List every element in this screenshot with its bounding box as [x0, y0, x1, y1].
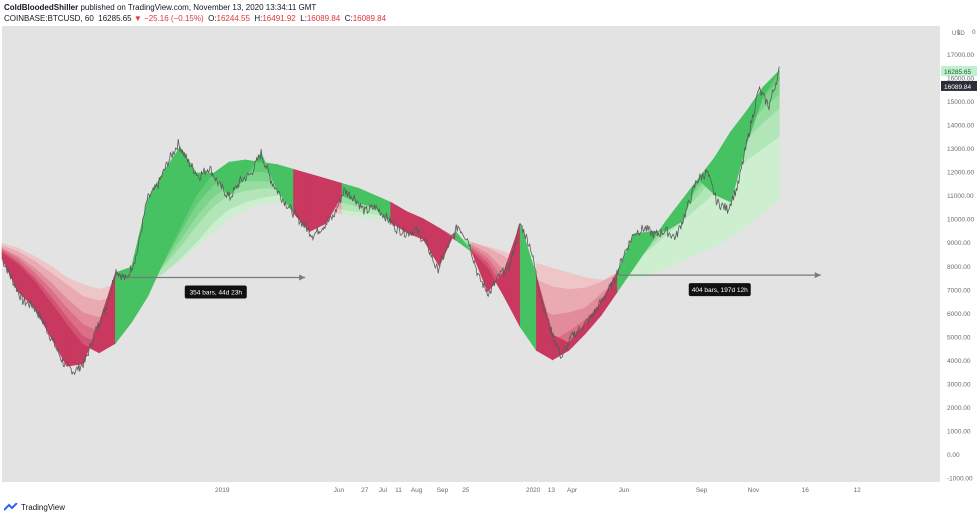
author-name[interactable]: ColdBloodedShiller	[4, 3, 79, 12]
y-tick-label: 11000.00	[947, 193, 974, 200]
y-tick-label: 0.00	[947, 452, 960, 459]
x-tick-label: Aug	[411, 487, 423, 494]
low-value: 16089.84	[306, 14, 341, 23]
high-label: H:	[254, 14, 263, 23]
ema-band-segment	[762, 70, 780, 98]
y-tick-label: 6000.00	[947, 311, 971, 318]
price-axis-area	[940, 26, 980, 482]
open-label: O:	[208, 14, 217, 23]
y-tick-label: 5000.00	[947, 334, 971, 341]
measure-label: 354 bars, 44d 23h	[190, 290, 243, 297]
open-value: 16244.55	[216, 14, 250, 23]
x-tick-label: 2020	[526, 487, 541, 494]
measure-arrow	[814, 272, 821, 279]
publish-info: ColdBloodedShiller published on TradingV…	[4, 3, 316, 12]
high-value: 16491.92	[262, 14, 296, 23]
symbol-label[interactable]: COINBASE:BTCUSD, 60	[4, 14, 94, 23]
ema-band-segment	[309, 173, 327, 233]
x-tick-label: Jun	[619, 487, 630, 494]
y-tick-label: 13000.00	[947, 146, 974, 153]
measure-label: 404 bars, 197d 12h	[692, 287, 748, 294]
price-series-line	[1, 66, 780, 376]
ema-band-segment	[455, 230, 472, 252]
y-tick-label: 2000.00	[947, 405, 971, 412]
low-label: L:	[300, 14, 307, 23]
y-tick-label: 10000.00	[947, 217, 974, 224]
symbol-info: COINBASE:BTCUSD, 60 16285.65 ▼ −25.16 (−…	[4, 14, 386, 23]
ema-band-segment	[762, 135, 780, 213]
last-price: 16285.65	[98, 14, 132, 23]
price-tag-label: 16089.84	[944, 84, 971, 91]
x-tick-label: 16	[802, 487, 810, 494]
x-tick-label: 13	[548, 487, 556, 494]
currency-label: USD	[952, 31, 965, 37]
x-tick-label: 27	[361, 487, 369, 494]
price-tag-label: 16285.65	[944, 69, 971, 76]
footer: TradingView	[4, 500, 65, 514]
ema-band-segment	[746, 147, 764, 227]
measure-arrow	[299, 274, 306, 281]
y-tick-label: 9000.00	[947, 240, 971, 247]
y-partial-top-label: 1	[957, 29, 961, 36]
price-tag	[941, 65, 977, 76]
y-tick-label: 3000.00	[947, 381, 971, 388]
y-tick-label: -1000.00	[947, 475, 973, 482]
price-change: ▼ −25.16 (−0.15%)	[133, 14, 204, 23]
y-partial-top-label-right: 0	[972, 29, 976, 36]
x-tick-label: Sep	[437, 487, 449, 494]
y-tick-label: 4000.00	[947, 358, 971, 365]
price-chart[interactable]: 17000.0016000.0015000.0014000.0013000.00…	[0, 24, 980, 496]
x-tick-label: Jun	[334, 487, 345, 494]
y-tick-label: 7000.00	[947, 287, 971, 294]
x-tick-label: 25	[462, 487, 470, 494]
publish-text: published on TradingView.com, November 1…	[80, 3, 317, 12]
x-tick-label: 2019	[215, 487, 230, 494]
tradingview-logo-icon	[4, 502, 18, 511]
y-tick-label: 12000.00	[947, 170, 974, 177]
measure-label-box	[184, 285, 247, 299]
x-tick-label: Sep	[696, 487, 708, 494]
ema-band-segment	[552, 286, 570, 316]
y-tick-label: 14000.00	[947, 123, 974, 130]
x-tick-label: 11	[395, 487, 402, 494]
x-tick-label: 12	[853, 487, 861, 494]
y-tick-label: 8000.00	[947, 264, 971, 271]
y-tick-label: 15000.00	[947, 99, 974, 106]
y-tick-label: 16000.00	[947, 76, 974, 83]
y-tick-label: 17000.00	[947, 52, 974, 59]
x-tick-label: Nov	[748, 487, 760, 494]
measure-label-box	[688, 283, 751, 297]
price-tag	[941, 80, 977, 91]
close-value: 16089.84	[352, 14, 387, 23]
y-tick-label: 1000.00	[947, 428, 971, 435]
close-label: C:	[344, 14, 353, 23]
x-tick-label: Jul	[379, 487, 388, 494]
brand-label: TradingView	[21, 502, 66, 512]
x-tick-label: Apr	[567, 487, 578, 494]
